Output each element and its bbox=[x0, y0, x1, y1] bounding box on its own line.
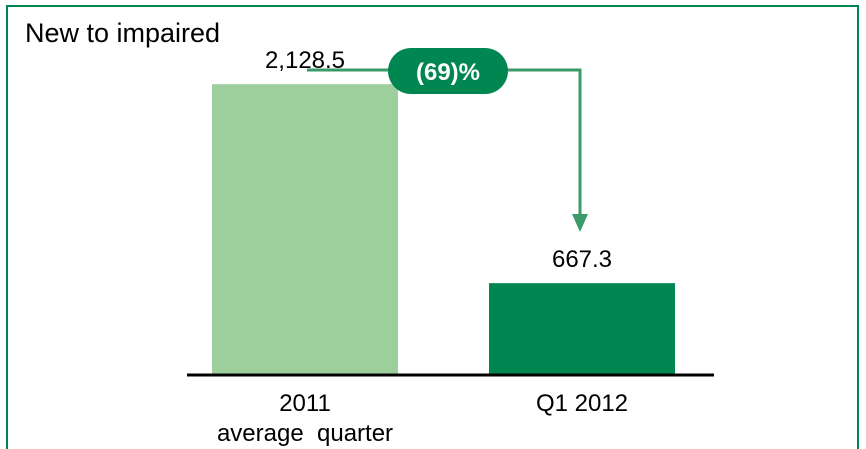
chart-frame bbox=[6, 5, 859, 449]
category-label-2: Q1 2012 bbox=[536, 390, 628, 417]
bar-1 bbox=[212, 84, 398, 375]
chart-title: New to impaired bbox=[25, 18, 220, 48]
bar-value-label-2: 667.3 bbox=[552, 246, 612, 273]
bar-2 bbox=[489, 283, 675, 374]
change-annotation-pill bbox=[388, 48, 508, 94]
category-label-1: 2011 average quarter bbox=[217, 390, 393, 447]
arrowhead-icon bbox=[572, 214, 588, 232]
change-annotation-text: (69)% bbox=[416, 59, 480, 86]
change-annotation: (69)% bbox=[388, 48, 508, 94]
